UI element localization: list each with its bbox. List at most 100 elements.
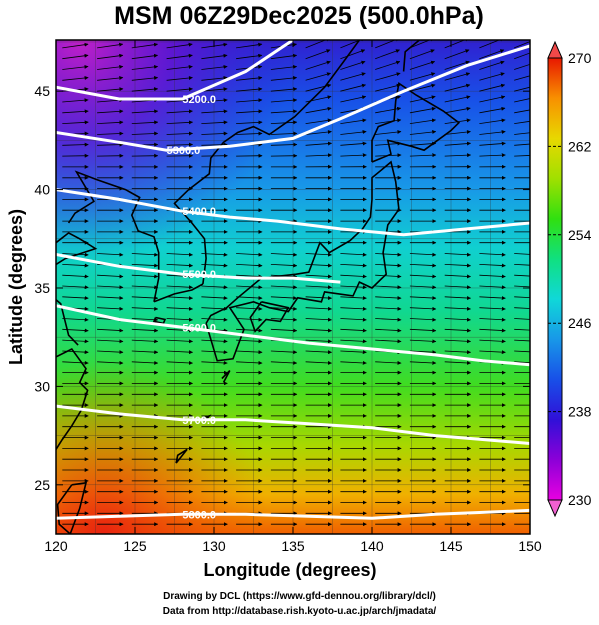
wind-vector	[166, 252, 193, 257]
wind-vector	[340, 83, 366, 92]
wind-vector	[479, 130, 506, 135]
wind-vector	[305, 83, 332, 92]
wind-vector	[270, 328, 298, 333]
wind-vector	[514, 274, 530, 277]
wind-vector	[62, 142, 89, 147]
contour-label: 5400.0	[182, 206, 216, 218]
wind-vector	[305, 360, 332, 365]
wind-vector	[444, 328, 471, 333]
wind-vector	[166, 263, 193, 268]
colorbar-scale	[547, 57, 563, 501]
wind-vector	[409, 296, 437, 301]
wind-vector	[305, 296, 332, 301]
wind-vector	[270, 64, 298, 70]
wind-vector	[166, 317, 193, 322]
x-tick-label: 145	[439, 538, 463, 554]
wind-vector	[340, 95, 367, 103]
wind-vector	[444, 95, 471, 103]
coastline	[249, 301, 290, 333]
y-tick-label: 30	[34, 378, 50, 394]
coastline	[371, 81, 461, 163]
wind-vector	[97, 296, 124, 301]
wind-vector	[444, 141, 471, 146]
wind-vector	[340, 72, 366, 81]
wind-vector	[305, 118, 332, 124]
wind-vector	[375, 360, 402, 365]
wind-vector	[166, 75, 193, 81]
wind-vector	[62, 109, 89, 114]
wind-vector	[409, 153, 437, 158]
wind-vector	[201, 263, 228, 268]
x-tick-label: 125	[123, 538, 147, 554]
y-tick-label: 25	[34, 477, 50, 493]
contour-label: 5800.0	[182, 509, 216, 521]
wind-vector	[444, 106, 471, 114]
wind-vector	[375, 328, 402, 333]
wind-vector	[375, 83, 401, 92]
coastline	[67, 170, 160, 302]
wind-vector	[305, 60, 331, 70]
wind-vector	[375, 285, 402, 290]
wind-vector	[444, 285, 471, 290]
wind-vector	[305, 141, 332, 146]
coastline	[221, 370, 231, 383]
wind-vector	[166, 87, 193, 92]
y-tick-label: 45	[34, 83, 50, 99]
wind-vector	[62, 98, 89, 103]
credit-data-source: Data from http://database.rish.kyoto-u.a…	[162, 606, 437, 617]
wind-vector	[514, 63, 530, 70]
wind-vector	[62, 328, 89, 333]
wind-vector	[201, 339, 228, 344]
wind-vector	[236, 274, 263, 279]
contour-line	[56, 404, 530, 445]
wind-vector	[236, 131, 263, 136]
wind-vector	[201, 360, 228, 365]
wind-vector	[409, 360, 437, 365]
wind-vector	[375, 306, 402, 311]
wind-vector	[270, 285, 298, 290]
wind-vector	[201, 109, 228, 114]
wind-vector	[166, 98, 193, 103]
wind-vector	[444, 360, 471, 365]
wind-vector	[270, 252, 298, 257]
wind-vector	[166, 360, 193, 365]
wind-vector	[62, 274, 89, 279]
contour-label: 5600.0	[182, 322, 216, 334]
wind-vector	[514, 264, 530, 266]
wind-vector	[444, 350, 471, 355]
wind-vector	[201, 252, 228, 257]
wind-vector	[340, 263, 367, 268]
wind-vector	[409, 72, 436, 81]
wind-vector	[236, 75, 263, 81]
colorbar-tick-label: 246	[568, 315, 592, 331]
wind-vector	[514, 143, 530, 146]
wind-vector	[409, 252, 437, 257]
wind-vector	[375, 263, 402, 268]
wind-vector	[62, 252, 89, 257]
wind-vector	[409, 141, 437, 146]
wind-vector	[131, 360, 159, 365]
wind-vector	[166, 350, 193, 355]
contour-line	[56, 44, 530, 152]
wind-vector	[444, 306, 471, 311]
wind-vector	[340, 306, 367, 311]
wind-vector	[375, 72, 401, 81]
x-tick-label: 135	[281, 538, 305, 554]
wind-vector	[444, 153, 472, 158]
wind-vector	[375, 317, 402, 322]
wind-vector	[340, 296, 367, 301]
wind-vector	[236, 317, 263, 322]
wind-vector	[270, 142, 298, 147]
wind-vector	[201, 350, 228, 355]
contour-line	[56, 40, 294, 101]
wind-vector	[444, 118, 471, 124]
wind-vector	[479, 317, 506, 322]
wind-vector	[236, 350, 263, 355]
wind-vector	[479, 106, 506, 114]
wind-vector	[409, 274, 437, 279]
wind-vector	[514, 86, 530, 92]
wind-vector	[166, 296, 193, 301]
wind-vector	[479, 350, 506, 355]
wind-vector	[97, 339, 124, 344]
wind-vector	[514, 155, 530, 157]
